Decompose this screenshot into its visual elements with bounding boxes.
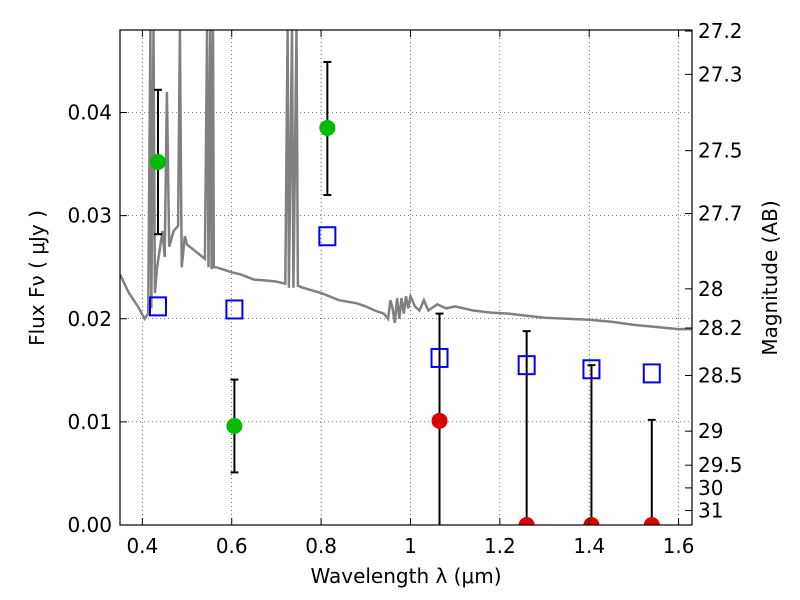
y2-tick-label: 28	[698, 277, 723, 301]
axis-ticks: 0.4 0.6 0.8 1 1.2 1.4 1.6 0.00 0.01 0.02 0.03 0.04 2…	[67, 19, 742, 558]
open-square-marker	[582, 359, 601, 380]
x-tick-label: 1.4	[573, 534, 605, 558]
filled-circle-marker	[643, 517, 660, 525]
x-tick-label: 1	[404, 534, 417, 558]
open-square-marker	[430, 347, 449, 368]
y2-tick-label: 30	[698, 476, 723, 500]
x-axis-title: Wavelength λ (μm)	[310, 564, 501, 588]
y2-tick-label: 27.3	[698, 62, 743, 86]
y2-tick-label: 29	[698, 419, 723, 443]
y-tick-label: 0.03	[67, 204, 112, 228]
y2-tick-label: 27.2	[698, 19, 743, 43]
y-tick-label: 0.04	[67, 101, 112, 125]
open-square-marker	[148, 296, 167, 317]
x-tick-label: 0.4	[126, 534, 158, 558]
data-series	[148, 60, 661, 525]
x-tick-label: 0.6	[216, 534, 248, 558]
y-tick-label: 0.02	[67, 307, 112, 331]
open-square-marker	[318, 226, 337, 247]
open-square-marker	[225, 299, 244, 320]
y2-tick-label: 29.5	[698, 453, 743, 477]
y2-tick-label: 28.5	[698, 363, 743, 387]
filled-circle-marker	[431, 412, 448, 429]
y-tick-label: 0.00	[67, 513, 112, 537]
open-square-marker	[517, 355, 536, 376]
open-square-marker	[642, 363, 661, 384]
filled-circle-marker	[226, 418, 243, 434]
y2-tick-label: 31	[698, 499, 723, 523]
y2-tick-label: 28.2	[698, 316, 743, 340]
y-tick-label: 0.01	[67, 410, 112, 434]
grid-lines	[120, 30, 692, 525]
y-axis-title: Flux Fν ( μJy )	[25, 210, 49, 346]
plot-frame	[119, 29, 693, 526]
filled-circle-marker	[518, 517, 535, 525]
filled-circle-marker	[149, 154, 166, 170]
y2-tick-label: 27.5	[698, 139, 743, 163]
filled-circle-marker	[583, 517, 600, 525]
x-tick-label: 1.6	[663, 534, 695, 558]
x-tick-label: 1.2	[484, 534, 516, 558]
y2-axis-title: Magnitude (AB)	[758, 200, 782, 355]
y2-tick-label: 27.7	[698, 202, 743, 226]
filled-circle-marker	[319, 119, 336, 136]
x-tick-label: 0.8	[305, 534, 337, 558]
model-spectrum	[120, 30, 692, 331]
spectrum-line	[120, 30, 692, 331]
